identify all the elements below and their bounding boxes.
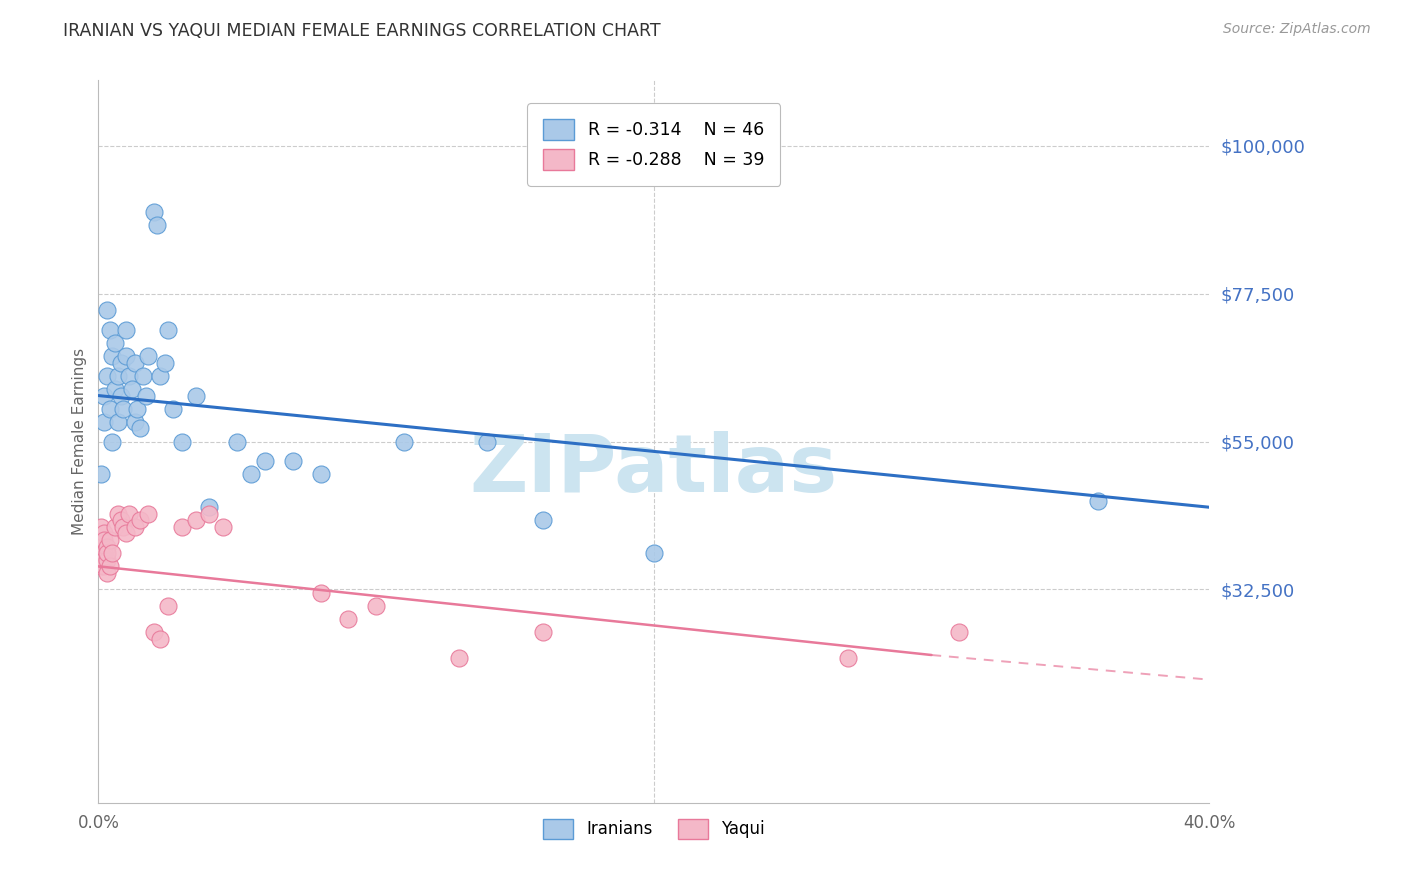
Point <box>98 401 121 416</box>
Point <box>121 382 143 396</box>
Point <box>184 513 207 527</box>
Point <box>124 356 146 370</box>
Point <box>132 368 155 383</box>
Point <box>112 401 135 416</box>
Point <box>449 651 471 665</box>
Point <box>138 507 160 521</box>
Point <box>475 434 499 449</box>
Point <box>127 401 149 416</box>
Point <box>118 507 141 521</box>
Text: Source: ZipAtlas.com: Source: ZipAtlas.com <box>1223 22 1371 37</box>
Point <box>93 415 115 429</box>
Point <box>112 520 135 534</box>
Point <box>96 546 118 560</box>
Point <box>309 585 332 599</box>
Point <box>309 467 332 482</box>
Point <box>643 546 665 560</box>
Point <box>531 625 554 640</box>
Point <box>93 553 115 567</box>
Point <box>96 368 118 383</box>
Point <box>148 368 170 383</box>
Point <box>98 559 121 574</box>
Point <box>212 520 235 534</box>
Point <box>337 612 360 626</box>
Point <box>90 467 112 482</box>
Point <box>162 401 184 416</box>
Point <box>104 336 127 351</box>
Point <box>124 415 146 429</box>
Point <box>948 625 970 640</box>
Point <box>107 415 129 429</box>
Point <box>253 454 276 468</box>
Point <box>198 500 221 515</box>
Point <box>156 323 179 337</box>
Point <box>170 520 193 534</box>
Point <box>93 526 115 541</box>
Point <box>96 553 118 567</box>
Point <box>156 599 179 613</box>
Point <box>366 599 388 613</box>
Point <box>124 520 146 534</box>
Point <box>226 434 249 449</box>
Point <box>110 388 132 402</box>
Point <box>93 533 115 547</box>
Point <box>107 368 129 383</box>
Point <box>281 454 304 468</box>
Point <box>90 520 112 534</box>
Point <box>96 540 118 554</box>
Point <box>110 513 132 527</box>
Text: IRANIAN VS YAQUI MEDIAN FEMALE EARNINGS CORRELATION CHART: IRANIAN VS YAQUI MEDIAN FEMALE EARNINGS … <box>63 22 661 40</box>
Point <box>107 507 129 521</box>
Text: ZIPatlas: ZIPatlas <box>470 432 838 509</box>
Point <box>98 533 121 547</box>
Point <box>118 368 141 383</box>
Point <box>93 546 115 560</box>
Point <box>101 546 124 560</box>
Y-axis label: Median Female Earnings: Median Female Earnings <box>72 348 87 535</box>
Point <box>531 513 554 527</box>
Point <box>104 520 127 534</box>
Point <box>115 349 138 363</box>
Point <box>143 204 166 219</box>
Point <box>129 421 152 435</box>
Point <box>104 382 127 396</box>
Point <box>90 533 112 547</box>
Point <box>143 625 166 640</box>
Point <box>93 559 115 574</box>
Point <box>129 513 152 527</box>
Point <box>93 388 115 402</box>
Legend: Iranians, Yaqui: Iranians, Yaqui <box>530 805 778 852</box>
Point <box>115 526 138 541</box>
Point <box>101 349 124 363</box>
Point <box>148 632 170 646</box>
Point <box>198 507 221 521</box>
Point <box>90 546 112 560</box>
Point <box>98 323 121 337</box>
Point <box>101 434 124 449</box>
Point <box>115 323 138 337</box>
Point <box>837 651 859 665</box>
Point <box>1087 493 1109 508</box>
Point <box>110 356 132 370</box>
Point <box>96 566 118 580</box>
Point <box>145 218 167 232</box>
Point <box>90 559 112 574</box>
Point <box>170 434 193 449</box>
Point <box>153 356 176 370</box>
Point <box>96 303 118 318</box>
Point <box>392 434 415 449</box>
Point <box>138 349 160 363</box>
Point <box>240 467 263 482</box>
Point <box>135 388 157 402</box>
Point <box>184 388 207 402</box>
